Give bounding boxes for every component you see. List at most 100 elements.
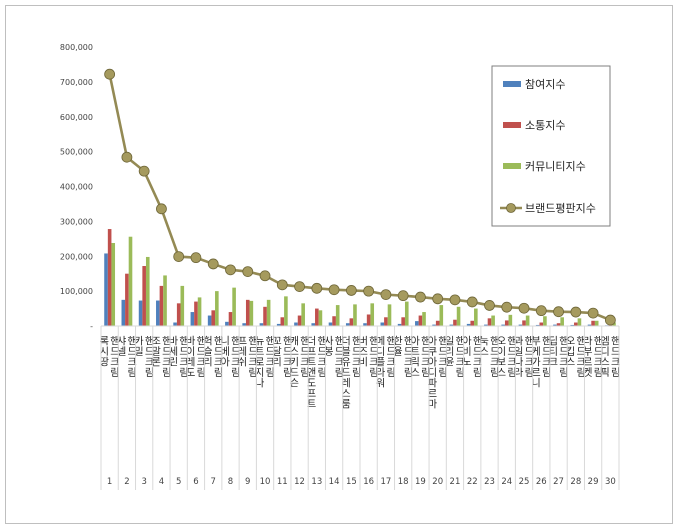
bar-communication-29 [591, 320, 595, 326]
bar-participation-28 [570, 324, 575, 326]
category-index-17: 17 [380, 477, 391, 487]
legend-swatch-community [503, 163, 521, 169]
bar-communication-21 [453, 319, 457, 326]
bar-community-2 [128, 236, 133, 326]
brand-reputation-point-30 [604, 314, 616, 326]
category-label-28: 오 킵 스핸 드 크 림 [566, 336, 586, 380]
category-index-26: 26 [536, 477, 547, 487]
brand-reputation-point-7 [207, 258, 219, 270]
bar-communication-22 [470, 320, 475, 326]
category-index-24: 24 [501, 477, 512, 487]
bar-participation-19 [415, 321, 419, 326]
bar-communication-13 [315, 308, 319, 326]
legend-label-participation: 참여지수 [525, 78, 565, 91]
brand-reputation-point-18 [397, 290, 409, 302]
bar-communication-3 [142, 266, 146, 326]
category-index-29: 29 [588, 477, 599, 487]
category-index-1: 1 [107, 477, 112, 487]
category-index-4: 4 [159, 477, 164, 487]
y-tick-label: 500,000 [60, 148, 93, 157]
category-index-18: 18 [398, 477, 409, 487]
brand-reputation-point-24 [501, 301, 513, 313]
bar-participation-18 [397, 323, 402, 326]
category-index-13: 13 [311, 477, 322, 487]
bar-participation-9 [242, 323, 246, 326]
category-label-18: 한 율핸 드 크 림 [393, 336, 413, 380]
category-label-1: 록 시 땅핸 드 크 림 [100, 336, 120, 380]
category-label-23: 눅 스핸 드 크 림 [480, 336, 500, 380]
brand-reputation-point-27 [553, 306, 564, 318]
category-label-26: 부 케 가 르 니핸 드 크 림 [531, 336, 551, 390]
bar-participation-7 [207, 315, 212, 326]
bar-community-29 [594, 320, 599, 326]
bar-community-30 [612, 322, 616, 326]
bar-participation-10 [259, 323, 264, 326]
category-label-24: 오 이 보 스핸 드 크 림 [497, 336, 517, 380]
bar-communication-28 [574, 322, 578, 326]
bar-community-21 [456, 306, 461, 326]
bar-communication-7 [211, 310, 216, 326]
bar-community-17 [387, 304, 392, 326]
bar-community-27 [560, 317, 564, 326]
bar-participation-4 [156, 300, 160, 326]
bar-participation-16 [363, 323, 367, 326]
category-index-3: 3 [141, 477, 146, 487]
bar-community-11 [284, 296, 288, 326]
bar-participation-15 [345, 323, 350, 326]
y-tick-label: 100,000 [60, 287, 93, 296]
category-index-8: 8 [228, 477, 233, 487]
bar-communication-24 [504, 320, 509, 326]
bar-series [101, 229, 619, 327]
category-label-12: 캐 스 키 드 슨핸 드 크 림 [290, 336, 310, 390]
brand-reputation-point-2 [121, 151, 133, 163]
bar-community-12 [301, 303, 305, 326]
brand-reputation-point-16 [363, 285, 375, 297]
category-label-6: 바 이 레 도핸 드 크 림 [186, 336, 206, 380]
bar-participation-29 [587, 324, 592, 326]
category-index-21: 21 [450, 477, 461, 487]
bar-communication-27 [556, 323, 561, 326]
category-label-2: 샤 넬핸 드 크 림 [117, 336, 137, 380]
bar-communication-16 [366, 314, 371, 326]
category-label-7: 헉 슬 리핸 드 크 림 [203, 336, 223, 380]
bar-community-1 [111, 242, 116, 326]
category-index-15: 15 [346, 477, 357, 487]
y-axis: - 100,000 200,000 300,000 400,000 500,000 600,… [60, 43, 93, 331]
legend-swatch-communication [503, 122, 521, 128]
bar-participation-23 [484, 324, 488, 326]
brand-reputation-point-1 [104, 68, 116, 80]
bar-community-7 [215, 291, 219, 326]
category-index-20: 20 [432, 477, 443, 487]
x-axis-index-labels: 1 2 3 4 5 6 7 8 9 10 11 12 13 14 15 16 17 18 19 20 21 22 23 24 2… [107, 477, 616, 487]
legend-label-brand: 브랜드평판지수 [525, 202, 596, 215]
brand-reputation-point-21 [449, 294, 461, 306]
category-index-6: 6 [193, 477, 198, 487]
category-label-14: 사 봉핸 드 크 림 [324, 336, 344, 380]
brand-reputation-point-23 [484, 300, 495, 311]
brand-reputation-point-19 [415, 291, 426, 303]
bar-communication-19 [418, 315, 423, 326]
y-tick-label: 700,000 [60, 78, 93, 87]
bar-community-15 [353, 304, 357, 326]
bar-communication-23 [487, 318, 492, 326]
bar-communication-8 [228, 312, 233, 326]
legend-box [491, 65, 611, 227]
bar-communication-1 [107, 229, 112, 326]
brand-reputation-point-29 [587, 307, 599, 319]
bar-communication-4 [159, 285, 164, 326]
brand-reputation-point-11 [276, 279, 288, 291]
category-index-25: 25 [519, 477, 530, 487]
legend-swatch-marker [506, 203, 516, 213]
category-index-5: 5 [176, 477, 181, 487]
category-label-13: 더 프 트 앤 도 프 트핸 드 크 림 [307, 336, 327, 411]
category-label-10: 뉴 트 로 지 나핸 드 크 림 [255, 336, 275, 390]
category-label-15: 더 블 유 드 레 스 룸핸 드 크 림 [342, 336, 362, 411]
y-tick-label: 200,000 [60, 252, 93, 261]
category-index-16: 16 [363, 477, 374, 487]
bar-community-23 [491, 315, 495, 326]
y-tick-label: 400,000 [60, 183, 93, 192]
category-index-27: 27 [553, 477, 564, 487]
bar-communication-2 [125, 273, 129, 326]
category-index-14: 14 [329, 477, 340, 487]
